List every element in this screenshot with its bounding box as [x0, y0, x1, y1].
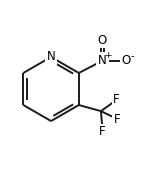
Text: F: F — [114, 113, 120, 126]
Text: F: F — [113, 93, 120, 106]
Text: F: F — [99, 125, 106, 138]
Text: -: - — [130, 51, 134, 61]
Text: +: + — [105, 51, 112, 60]
Text: O: O — [122, 54, 131, 67]
Text: O: O — [98, 34, 107, 47]
Text: N: N — [98, 54, 107, 67]
Text: N: N — [47, 50, 55, 63]
